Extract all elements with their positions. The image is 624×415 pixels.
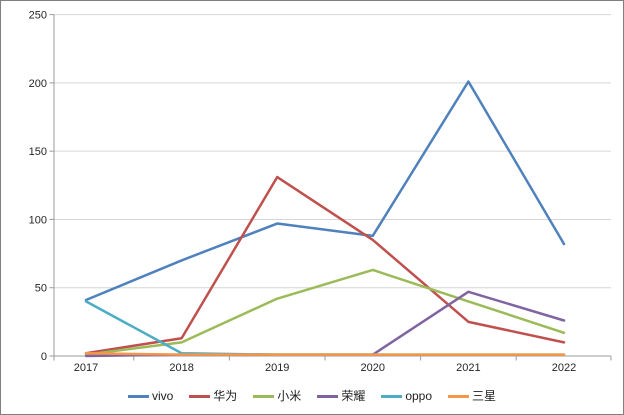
- legend-swatch-vivo: [127, 394, 149, 398]
- legend-label: oppo: [405, 389, 433, 403]
- y-axis-label: 150: [29, 146, 47, 158]
- legend-label: 荣耀: [341, 389, 366, 403]
- series-line-华为: [84, 175, 566, 355]
- y-axis-label: 200: [29, 78, 47, 90]
- y-axis-label: 100: [29, 214, 47, 226]
- x-axis-label: 2020: [361, 362, 385, 374]
- legend-swatch-小米: [253, 394, 275, 398]
- x-axis-label: 2019: [265, 362, 289, 374]
- legend-swatch-oppo: [381, 394, 403, 398]
- y-axis-label: 0: [41, 351, 47, 363]
- series-line-vivo: [84, 80, 566, 302]
- x-axis-label: 2017: [74, 362, 98, 374]
- x-axis-label: 2022: [552, 362, 576, 374]
- legend-label: 小米: [277, 389, 302, 403]
- legend-swatch-华为: [189, 394, 211, 398]
- y-axis-label: 250: [29, 10, 47, 22]
- legend-item-oppo[interactable]: oppo: [381, 390, 432, 402]
- legend-item-小米[interactable]: 小米: [253, 390, 301, 402]
- legend-label: 三星: [472, 389, 497, 403]
- legend-swatch-三星: [448, 394, 470, 398]
- series-line-三星: [84, 352, 566, 356]
- legend-item-华为[interactable]: 华为: [189, 390, 237, 402]
- y-axis-label: 50: [35, 283, 47, 295]
- x-axis-label: 2021: [456, 362, 480, 374]
- chart-legend: vivo 华为 小米 荣耀 oppo 三星: [1, 390, 623, 402]
- legend-item-荣耀[interactable]: 荣耀: [317, 390, 365, 402]
- legend-item-vivo[interactable]: vivo: [127, 389, 174, 403]
- legend-label: vivo: [151, 389, 174, 403]
- x-axis-label: 2018: [169, 362, 193, 374]
- legend-swatch-荣耀: [317, 394, 339, 398]
- legend-label: 华为: [213, 389, 238, 403]
- legend-item-三星[interactable]: 三星: [448, 390, 496, 402]
